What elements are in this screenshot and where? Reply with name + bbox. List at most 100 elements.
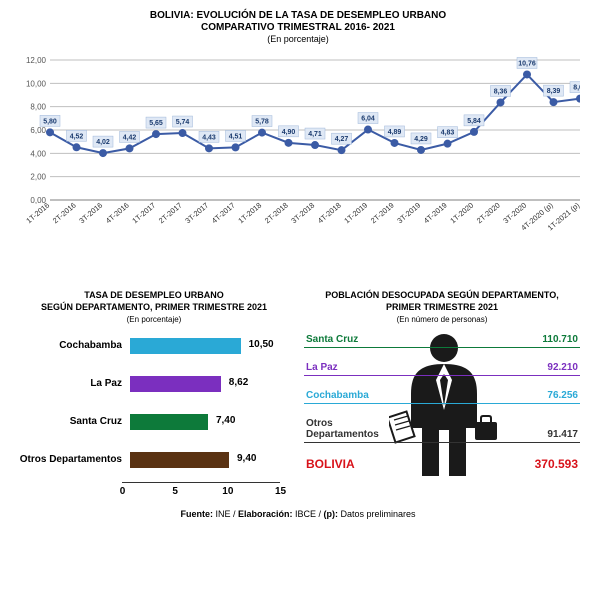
svg-text:5,84: 5,84 <box>467 118 481 125</box>
svg-text:4T-2017: 4T-2017 <box>210 201 237 226</box>
pop-name: Cochabamba <box>306 390 369 401</box>
svg-text:2T-2016: 2T-2016 <box>51 201 78 226</box>
hbar-row: Santa Cruz 7,40 <box>16 406 292 438</box>
svg-text:4,90: 4,90 <box>282 129 296 136</box>
hbar-label: Cochabamba <box>16 340 130 351</box>
title-unit: (En porcentaje) <box>16 34 580 44</box>
pop-row: Santa Cruz 110.710 <box>304 330 580 348</box>
pop-value: 110.710 <box>542 334 578 345</box>
svg-text:6,04: 6,04 <box>361 116 375 123</box>
page: BOLIVIA: EVOLUCIÓN DE LA TASA DE DESEMPL… <box>0 0 596 527</box>
svg-text:8,00: 8,00 <box>30 103 46 112</box>
hbar-fill <box>130 414 208 430</box>
svg-text:1T-2017: 1T-2017 <box>130 201 157 226</box>
svg-text:3T-2016: 3T-2016 <box>77 201 104 226</box>
title-line-1: BOLIVIA: EVOLUCIÓN DE LA TASA DE DESEMPL… <box>16 10 580 22</box>
pop-value: 76.256 <box>547 390 578 401</box>
svg-text:4,71: 4,71 <box>308 131 322 138</box>
pop-name: Otros Departamentos <box>306 418 396 440</box>
svg-text:4,52: 4,52 <box>70 133 84 140</box>
svg-text:4,00: 4,00 <box>30 149 46 158</box>
svg-text:4,89: 4,89 <box>388 129 402 136</box>
pop-panel: POBLACIÓN DESOCUPADA SEGÚN DEPARTAMENTO,… <box>304 290 580 501</box>
svg-text:5,65: 5,65 <box>149 120 163 127</box>
hbar-fill <box>130 376 221 392</box>
svg-text:8,39: 8,39 <box>547 88 561 95</box>
footer-elab-label: Elaboración: <box>238 509 293 519</box>
pop-unit: (En número de personas) <box>304 315 580 324</box>
pop-row: Cochabamba 76.256 <box>304 386 580 404</box>
footer-p: Datos preliminares <box>338 509 416 519</box>
hbar-fill <box>130 452 229 468</box>
hbar-axis: 051015 <box>122 482 280 501</box>
svg-text:6,00: 6,00 <box>30 126 46 135</box>
pop-row: BOLIVIA 370.593 <box>304 453 580 473</box>
footer-fuente: INE / <box>213 509 238 519</box>
svg-text:4,29: 4,29 <box>414 136 428 143</box>
hbar-row: Cochabamba 10,50 <box>16 330 292 362</box>
pop-value: 370.593 <box>535 457 578 471</box>
hbar-title-2: SEGÚN DEPARTAMENTO, PRIMER TRIMESTRE 202… <box>16 302 292 312</box>
svg-text:3T-2017: 3T-2017 <box>183 201 210 226</box>
pop-row: Otros Departamentos 91.417 <box>304 414 580 443</box>
pop-value: 92.210 <box>547 362 578 373</box>
hbar-value: 10,50 <box>249 339 274 350</box>
svg-text:12,00: 12,00 <box>26 56 47 65</box>
pop-title-1: POBLACIÓN DESOCUPADA SEGÚN DEPARTAMENTO, <box>304 290 580 300</box>
title-line-2: COMPARATIVO TRIMESTRAL 2016- 2021 <box>16 22 580 34</box>
footer-elab: IBCE / <box>292 509 323 519</box>
footer: Fuente: INE / Elaboración: IBCE / (p): D… <box>16 509 580 519</box>
line-chart: 0,002,004,006,008,0010,0012,005,801T-201… <box>16 50 580 250</box>
svg-text:2,00: 2,00 <box>30 173 46 182</box>
svg-text:1T-2019: 1T-2019 <box>342 201 369 226</box>
svg-text:4,43: 4,43 <box>202 134 216 141</box>
svg-text:8,36: 8,36 <box>494 88 508 95</box>
svg-text:4T-2016: 4T-2016 <box>104 201 131 226</box>
bottom-section: TASA DE DESEMPLEO URBANO SEGÚN DEPARTAME… <box>16 290 580 501</box>
hbar-row: Otros Departamentos 9,40 <box>16 444 292 476</box>
footer-p-label: (p): <box>324 509 339 519</box>
pop-title-2: PRIMER TRIMESTRE 2021 <box>304 302 580 312</box>
svg-text:10,76: 10,76 <box>518 60 536 67</box>
svg-text:4,83: 4,83 <box>441 130 455 137</box>
hbar-label: La Paz <box>16 378 130 389</box>
svg-text:2T-2019: 2T-2019 <box>369 201 396 226</box>
svg-text:2T-2020: 2T-2020 <box>475 201 502 226</box>
hbar-value: 7,40 <box>216 415 235 426</box>
svg-text:2T-2017: 2T-2017 <box>157 201 184 226</box>
hbar-row: La Paz 8,62 <box>16 368 292 400</box>
svg-text:8,69: 8,69 <box>573 85 580 92</box>
svg-text:2T-2018: 2T-2018 <box>263 201 290 226</box>
hbar-value: 9,40 <box>237 453 256 464</box>
pop-value: 91.417 <box>547 429 578 440</box>
hbar-fill <box>130 338 241 354</box>
svg-text:4,42: 4,42 <box>123 134 137 141</box>
svg-text:4T-2019: 4T-2019 <box>422 201 449 226</box>
pop-table: Santa Cruz 110.710 La Paz 92.210 Cochabamba 7… <box>304 330 580 473</box>
svg-text:5,74: 5,74 <box>176 119 190 126</box>
hbar-value: 8,62 <box>229 377 248 388</box>
pop-name: Santa Cruz <box>306 334 358 345</box>
svg-text:3T-2019: 3T-2019 <box>395 201 422 226</box>
pop-name: BOLIVIA <box>306 457 355 471</box>
hbar-chart: Cochabamba 10,50 La Paz 8,62 Santa Cruz 7,40 O… <box>16 330 292 501</box>
svg-text:1T-2020: 1T-2020 <box>448 201 475 226</box>
svg-text:4,02: 4,02 <box>96 139 110 146</box>
svg-text:5,78: 5,78 <box>255 119 269 126</box>
svg-text:4T-2018: 4T-2018 <box>316 201 343 226</box>
pop-row: La Paz 92.210 <box>304 358 580 376</box>
hbar-title-1: TASA DE DESEMPLEO URBANO <box>16 290 292 300</box>
main-title-block: BOLIVIA: EVOLUCIÓN DE LA TASA DE DESEMPL… <box>16 10 580 44</box>
svg-text:1T-2018: 1T-2018 <box>236 201 263 226</box>
hbar-unit: (En porcentaje) <box>16 315 292 324</box>
svg-text:4,27: 4,27 <box>335 136 349 143</box>
hbar-panel: TASA DE DESEMPLEO URBANO SEGÚN DEPARTAME… <box>16 290 292 501</box>
svg-text:4,51: 4,51 <box>229 133 243 140</box>
hbar-label: Santa Cruz <box>16 416 130 427</box>
pop-name: La Paz <box>306 362 338 373</box>
svg-text:5,80: 5,80 <box>43 118 57 125</box>
svg-text:10,00: 10,00 <box>26 79 47 88</box>
hbar-label: Otros Departamentos <box>16 454 130 465</box>
svg-text:3T-2018: 3T-2018 <box>289 201 316 226</box>
pop-content: Santa Cruz 110.710 La Paz 92.210 Cochabamba 7… <box>304 330 580 473</box>
